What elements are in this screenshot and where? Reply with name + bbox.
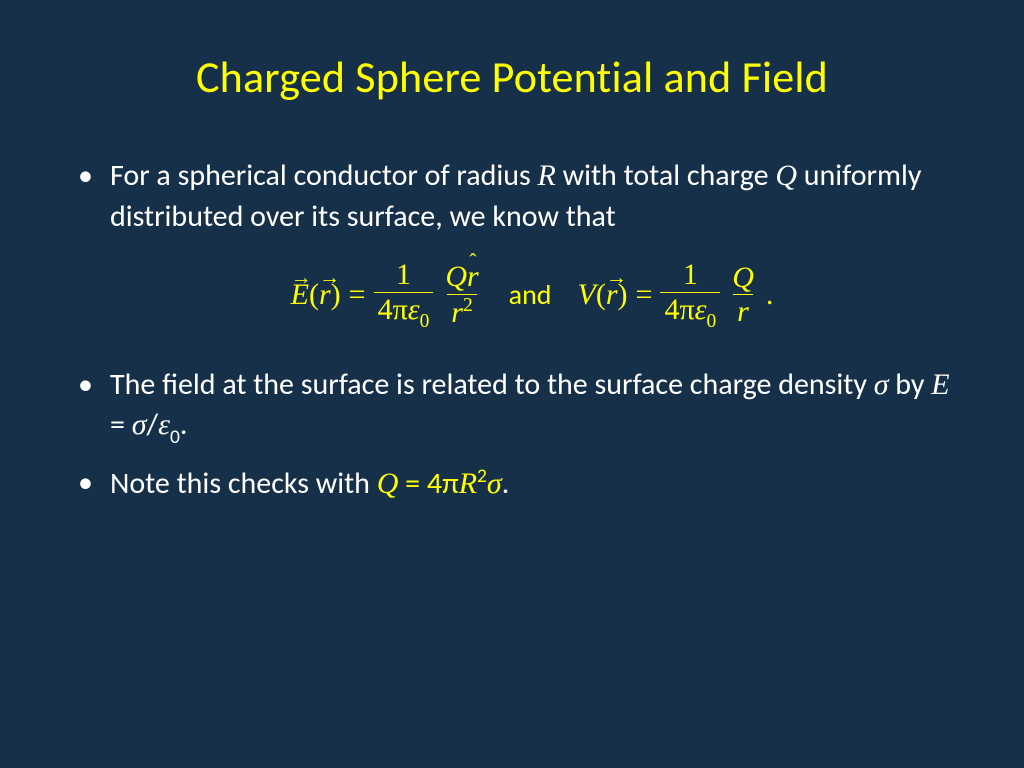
frac3-num: 1 <box>679 259 702 292</box>
eq-frac-1: 1 4πε0 <box>374 259 434 331</box>
b2-pre: The field at the surface is related to t… <box>110 366 874 403</box>
b2-eps: ε <box>158 408 170 441</box>
b3-pi: π <box>442 465 459 502</box>
bullet-2: The field at the surface is related to t… <box>110 365 954 449</box>
frac2-num: Qˆr <box>441 261 482 294</box>
b3-eq: = 4 <box>398 465 442 502</box>
frac1-4pi: 4π <box>378 293 408 326</box>
b1-R: R <box>538 159 556 192</box>
arrow-icon: → <box>291 263 309 291</box>
eq-final-dot: . <box>766 275 774 316</box>
slide: Charged Sphere Potential and Field For a… <box>0 0 1024 768</box>
b2-dot: . <box>180 406 188 443</box>
eq-connector: and <box>509 276 552 314</box>
frac1-eps0: 0 <box>420 311 430 332</box>
frac3-eps: ε <box>695 293 707 326</box>
frac2-rhat: ˆr <box>467 261 479 293</box>
frac3-den: 4πε0 <box>660 292 720 331</box>
eq-frac-4: Q r <box>728 262 758 328</box>
eq-E-part: →E(→r) = 1 4πε0 Qˆr r2 <box>291 259 483 331</box>
b3-Q: Q <box>377 467 399 500</box>
eq-V-part: V(→r) = 1 4πε0 Q r . <box>578 259 774 331</box>
b1-Q: Q <box>775 159 797 192</box>
eq-E-symbol: →E <box>291 275 309 316</box>
arrow-icon: → <box>319 263 331 291</box>
hat-icon: ˆ <box>467 250 479 272</box>
slide-title: Charged Sphere Potential and Field <box>70 50 954 104</box>
frac3-eps0: 0 <box>706 311 716 332</box>
b3-R: R <box>459 467 477 500</box>
frac3-4pi: 4π <box>664 293 694 326</box>
eq-E-lhs: →E(→r) <box>291 275 341 316</box>
eq-V-r: →r <box>606 275 618 316</box>
frac2-Q: Q <box>445 260 467 293</box>
frac2-r2: 2 <box>463 295 473 316</box>
eq-E-equals: = <box>349 275 366 316</box>
frac2-rd: r <box>451 296 463 329</box>
eq-frac-2: Qˆr r2 <box>441 261 482 328</box>
b2-slash: / <box>147 406 159 443</box>
frac4-den: r <box>733 294 753 328</box>
frac1-den: 4πε0 <box>374 292 434 331</box>
frac1-eps: ε <box>408 293 420 326</box>
eq-frac-3: 1 4πε0 <box>660 259 720 331</box>
frac4-num: Q <box>728 262 758 295</box>
bullet-list: For a spherical conductor of radius R wi… <box>70 156 954 504</box>
b2-sigma: σ <box>874 368 889 401</box>
b2-E: E <box>931 368 949 401</box>
arrow-icon: → <box>606 263 618 291</box>
eq-V: V <box>578 278 596 311</box>
b3-sigma: σ <box>487 467 502 500</box>
eq-V-open: ( <box>596 278 606 311</box>
b3-pre: Note this checks with <box>110 465 377 502</box>
b3-R2: 2 <box>477 464 487 488</box>
equation-row: →E(→r) = 1 4πε0 Qˆr r2 and V(→r) <box>110 259 954 331</box>
b1-pre: For a spherical conductor of radius <box>110 157 538 194</box>
b2-eps0: 0 <box>170 425 180 449</box>
bullet-3: Note this checks with Q = 4πR2σ. <box>110 463 954 505</box>
b2-mid1: by <box>889 366 932 403</box>
bullet-1: For a spherical conductor of radius R wi… <box>110 156 954 331</box>
b2-sigma2: σ <box>132 408 147 441</box>
b1-mid1: with total charge <box>556 157 775 194</box>
frac2-den: r2 <box>447 294 476 329</box>
frac1-num: 1 <box>392 259 415 292</box>
eq-V-equals: = <box>636 275 653 316</box>
eq-E-r: →r <box>319 275 331 316</box>
b3-dot: . <box>502 465 510 502</box>
eq-V-lhs: V(→r) <box>578 275 628 316</box>
b2-eq: = <box>110 406 132 443</box>
